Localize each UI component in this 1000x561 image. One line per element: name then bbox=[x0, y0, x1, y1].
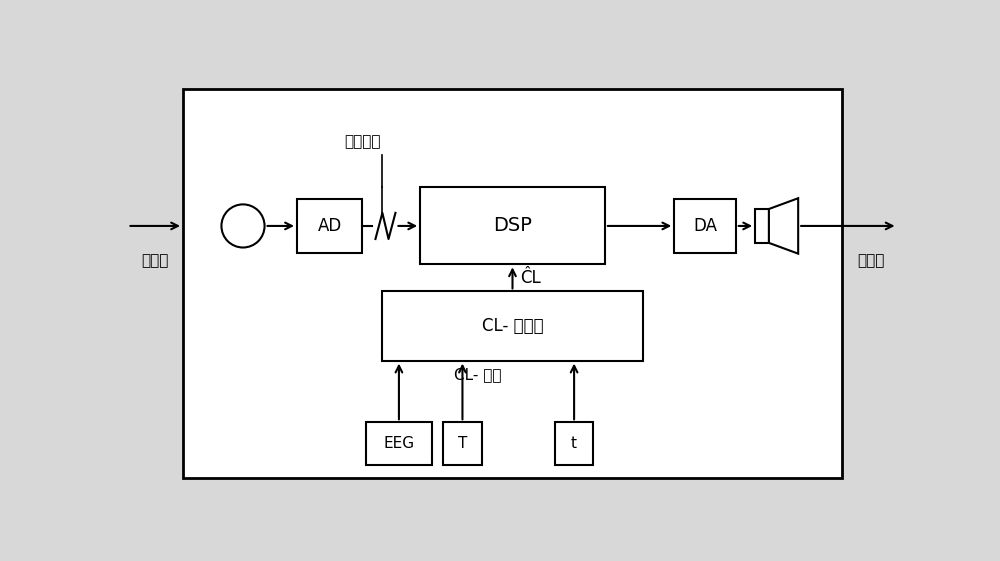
Text: AD: AD bbox=[318, 217, 342, 235]
Text: 声音入: 声音入 bbox=[141, 253, 168, 268]
Polygon shape bbox=[769, 198, 798, 254]
Bar bbox=[366, 422, 432, 465]
Text: 声音出: 声音出 bbox=[857, 253, 884, 268]
Text: CL- 估计器: CL- 估计器 bbox=[482, 317, 543, 335]
Text: EEG: EEG bbox=[383, 436, 414, 451]
Bar bbox=[183, 89, 842, 478]
Text: 正向通路: 正向通路 bbox=[344, 134, 381, 149]
Text: DSP: DSP bbox=[493, 217, 532, 236]
Polygon shape bbox=[755, 209, 769, 243]
Text: T: T bbox=[458, 436, 467, 451]
Text: CL- 输入: CL- 输入 bbox=[454, 367, 502, 382]
Text: t: t bbox=[571, 436, 577, 451]
Text: DA: DA bbox=[693, 217, 717, 235]
Bar bbox=[297, 199, 362, 253]
Bar bbox=[555, 422, 593, 465]
Bar bbox=[420, 187, 605, 264]
Bar bbox=[382, 291, 643, 361]
Text: ĈL: ĈL bbox=[520, 269, 541, 287]
Bar bbox=[443, 422, 482, 465]
Bar bbox=[674, 199, 736, 253]
Circle shape bbox=[221, 204, 265, 247]
